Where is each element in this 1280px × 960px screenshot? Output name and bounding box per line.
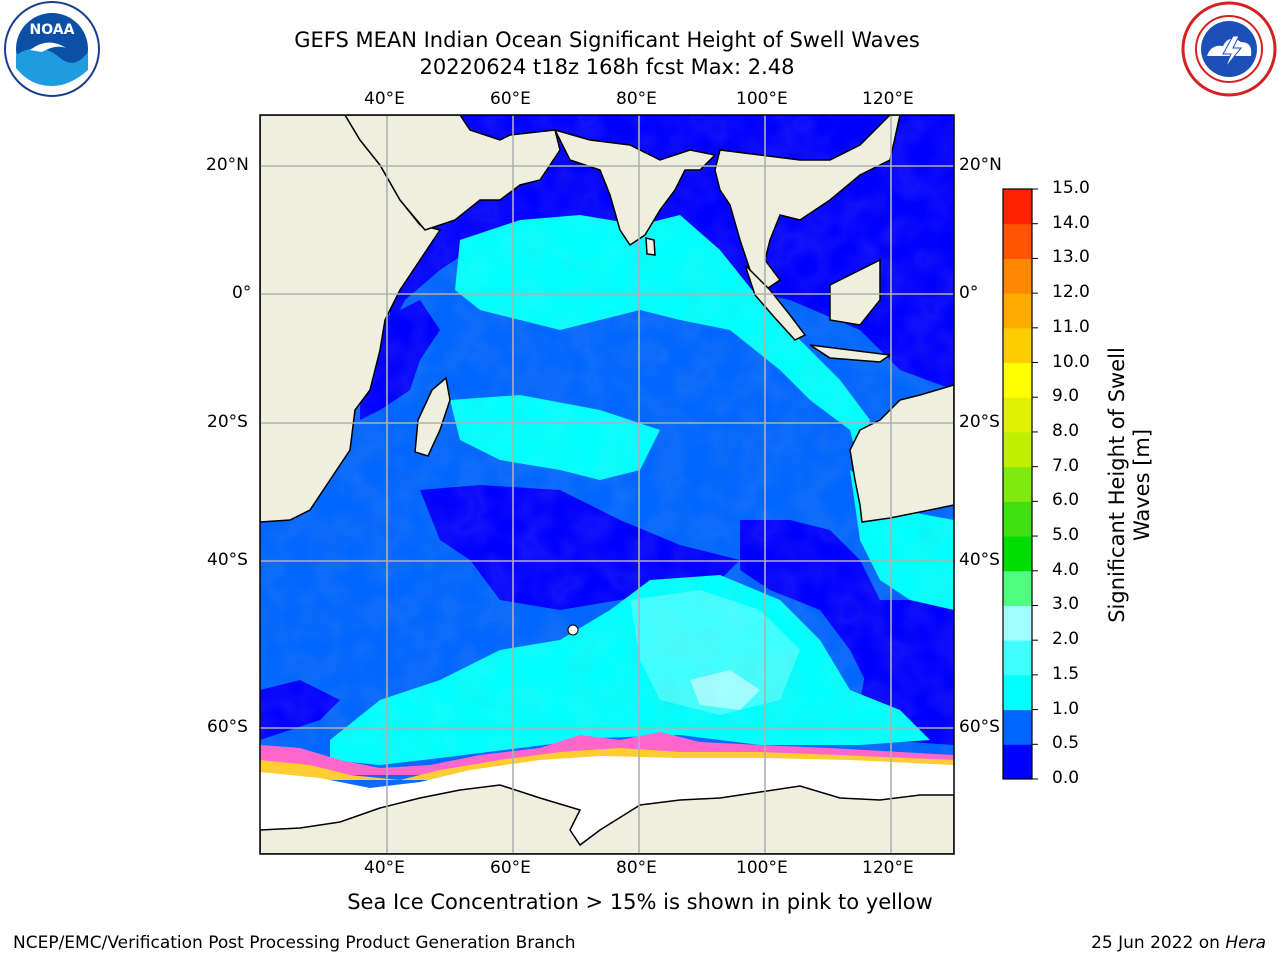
kerguelen-island — [567, 624, 579, 636]
lat-tick-right: 40°S — [959, 550, 1000, 570]
lon-tick-bottom: 40°E — [364, 858, 405, 878]
lon-tick-top: 120°E — [862, 89, 914, 109]
arabia-land — [344, 115, 561, 231]
colorbar-cell — [1003, 258, 1032, 294]
colorbar-cell — [1003, 605, 1032, 641]
lat-tick-right: 20°N — [959, 155, 1002, 175]
colorbar-cell — [1003, 466, 1032, 502]
colorbar-cell — [1003, 431, 1032, 468]
colorbar-cell — [1003, 640, 1032, 676]
colorbar-cell — [1003, 501, 1032, 537]
colorbar-tick-label: 12.0 — [1052, 282, 1090, 303]
sea-ice-note: Sea Ice Concentration > 15% is shown in … — [347, 890, 933, 914]
colorbar-tick-label: 8.0 — [1052, 420, 1080, 441]
chart-title: GEFS MEAN Indian Ocean Significant Heigh… — [294, 28, 920, 52]
noaa-text: NOAA — [30, 22, 75, 38]
madagascar-land — [414, 376, 451, 457]
sri-lanka-land — [645, 237, 656, 256]
nws-logo — [1181, 1, 1277, 97]
footer-date: 25 Jun 2022 on Hera — [1091, 933, 1266, 953]
colorbar-tick-label: 5.0 — [1052, 525, 1080, 546]
colorbar-cell — [1003, 570, 1032, 606]
gridlines — [260, 115, 954, 854]
borneo-land — [829, 258, 881, 326]
colorbar-tick-label: 0.0 — [1052, 768, 1080, 788]
lat-tick-right: 0° — [959, 283, 979, 303]
noaa-logo: NOAA — [4, 1, 100, 97]
lon-tick-bottom: 60°E — [490, 858, 531, 878]
lat-tick-left: 60°S — [207, 717, 248, 737]
lon-tick-bottom: 80°E — [616, 858, 657, 878]
southeast-asia-land — [714, 115, 901, 292]
colorbar-tick-label: 6.0 — [1052, 490, 1080, 511]
lat-tick-left: 20°S — [207, 412, 248, 432]
footer-date-text: 25 Jun 2022 on — [1091, 933, 1220, 953]
colorbar-tick-label: 14.0 — [1052, 212, 1090, 233]
colorbar — [1003, 189, 1032, 780]
colorbar-tick-label: 10.0 — [1052, 351, 1090, 372]
colorbar-cell — [1003, 327, 1032, 364]
colorbar-tick-label: 4.0 — [1052, 559, 1080, 580]
colorbar-cell — [1003, 536, 1032, 572]
colorbar-tick-label: 1.0 — [1052, 698, 1080, 719]
map-area — [260, 115, 954, 854]
colorbar-cell — [1003, 293, 1032, 329]
lon-tick-top: 100°E — [736, 89, 788, 109]
colorbar-tick-label: 11.0 — [1052, 316, 1090, 337]
colorbar-cell — [1003, 709, 1032, 745]
lon-tick-top: 60°E — [490, 89, 531, 109]
footer-machine: Hera — [1225, 933, 1266, 953]
colorbar-tick-label: 0.5 — [1052, 733, 1080, 754]
chart-subtitle-date: 20220624 t18z 168h fcst Max: 2.48 — [419, 55, 795, 79]
colorbar-tick-label: 9.0 — [1052, 386, 1080, 407]
colorbar-tick-label: 13.0 — [1052, 247, 1090, 268]
lon-tick-top: 80°E — [616, 89, 657, 109]
colorbar-cell — [1003, 189, 1032, 225]
colorbar-frame — [1002, 188, 1033, 780]
antarctica-land — [260, 784, 954, 854]
colorbar-cell — [1003, 362, 1032, 398]
java-land — [809, 344, 893, 363]
colorbar-title-line1: Significant Height of Swell — [1105, 347, 1129, 623]
lon-tick-bottom: 120°E — [862, 858, 914, 878]
map-frame — [259, 114, 955, 855]
colorbar-title-line2: Waves [m] — [1130, 428, 1154, 542]
colorbar-tick-label: 3.0 — [1052, 594, 1080, 615]
lat-tick-left: 40°S — [207, 550, 248, 570]
lon-tick-bottom: 100°E — [736, 858, 788, 878]
colorbar-tick-label: 1.5 — [1052, 663, 1080, 684]
lat-tick-right: 20°S — [959, 412, 1000, 432]
footer-credit: NCEP/EMC/Verification Post Processing Pr… — [13, 933, 576, 953]
india-land — [553, 128, 717, 247]
lat-tick-left: 0° — [232, 283, 252, 303]
colorbar-cell — [1003, 223, 1032, 259]
lat-tick-right: 60°S — [959, 717, 1000, 737]
lat-tick-left: 20°N — [206, 155, 249, 175]
colorbar-cell — [1003, 744, 1032, 780]
australia-land — [849, 384, 954, 523]
colorbar-tick-label: 15.0 — [1052, 178, 1090, 198]
colorbar-cell — [1003, 397, 1032, 433]
colorbar-tick-label: 2.0 — [1052, 629, 1080, 650]
colorbar-cell — [1003, 674, 1032, 711]
lon-tick-top: 40°E — [364, 89, 405, 109]
colorbar-tick-label: 7.0 — [1052, 455, 1080, 476]
